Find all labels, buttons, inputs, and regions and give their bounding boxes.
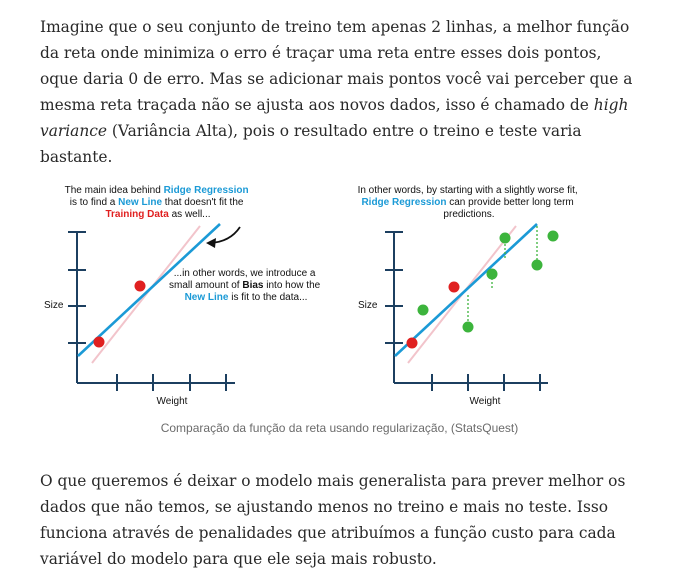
left-mid-note: ...in other words, we introduce a small … (169, 268, 323, 303)
left-x-label: Weight (157, 396, 188, 407)
right-residual-lines (467, 226, 538, 327)
left-y-label: Size (44, 300, 64, 311)
right-training-point-1 (406, 337, 418, 349)
right-x-label: Weight (470, 396, 501, 407)
right-test-point-6 (547, 230, 559, 242)
figure-caption: Comparação da função da reta usando regu… (160, 421, 519, 435)
left-panel: The main idea behind Ridge Regression is… (44, 185, 323, 407)
paragraph-1: Imagine que o seu conjunto de treino tem… (40, 14, 640, 170)
right-test-point-5 (531, 259, 543, 271)
right-test-point-4 (499, 232, 511, 244)
left-x-ticks (116, 374, 227, 391)
right-y-label: Size (358, 300, 378, 311)
right-top-note: In other words, by starting with a sligh… (358, 185, 581, 220)
left-top-note: The main idea behind Ridge Regression is… (65, 185, 252, 220)
left-y-ticks (68, 231, 86, 344)
high-variance-term: high variance (40, 96, 629, 140)
paragraph-1-text-b: (Variância Alta), pois o resultado entre… (40, 122, 582, 166)
left-arrow-head (206, 238, 216, 248)
left-training-point-2 (134, 280, 146, 292)
right-blue-ridge-line (394, 223, 538, 357)
right-test-point-2 (462, 321, 474, 333)
ridge-regression-figure: The main idea behind Ridge Regression is… (44, 185, 581, 407)
right-training-point-2 (448, 281, 460, 293)
left-blue-ridge-line (77, 223, 221, 357)
right-panel: In other words, by starting with a sligh… (358, 185, 581, 407)
right-x-ticks (431, 374, 541, 391)
paragraph-1-text-a: Imagine que o seu conjunto de treino tem… (40, 18, 633, 114)
left-training-point-1 (93, 336, 105, 348)
paragraph-2: O que queremos é deixar o modelo mais ge… (40, 472, 626, 568)
right-test-point-3 (486, 268, 498, 280)
right-y-ticks (385, 231, 403, 344)
right-test-point-1 (417, 304, 429, 316)
